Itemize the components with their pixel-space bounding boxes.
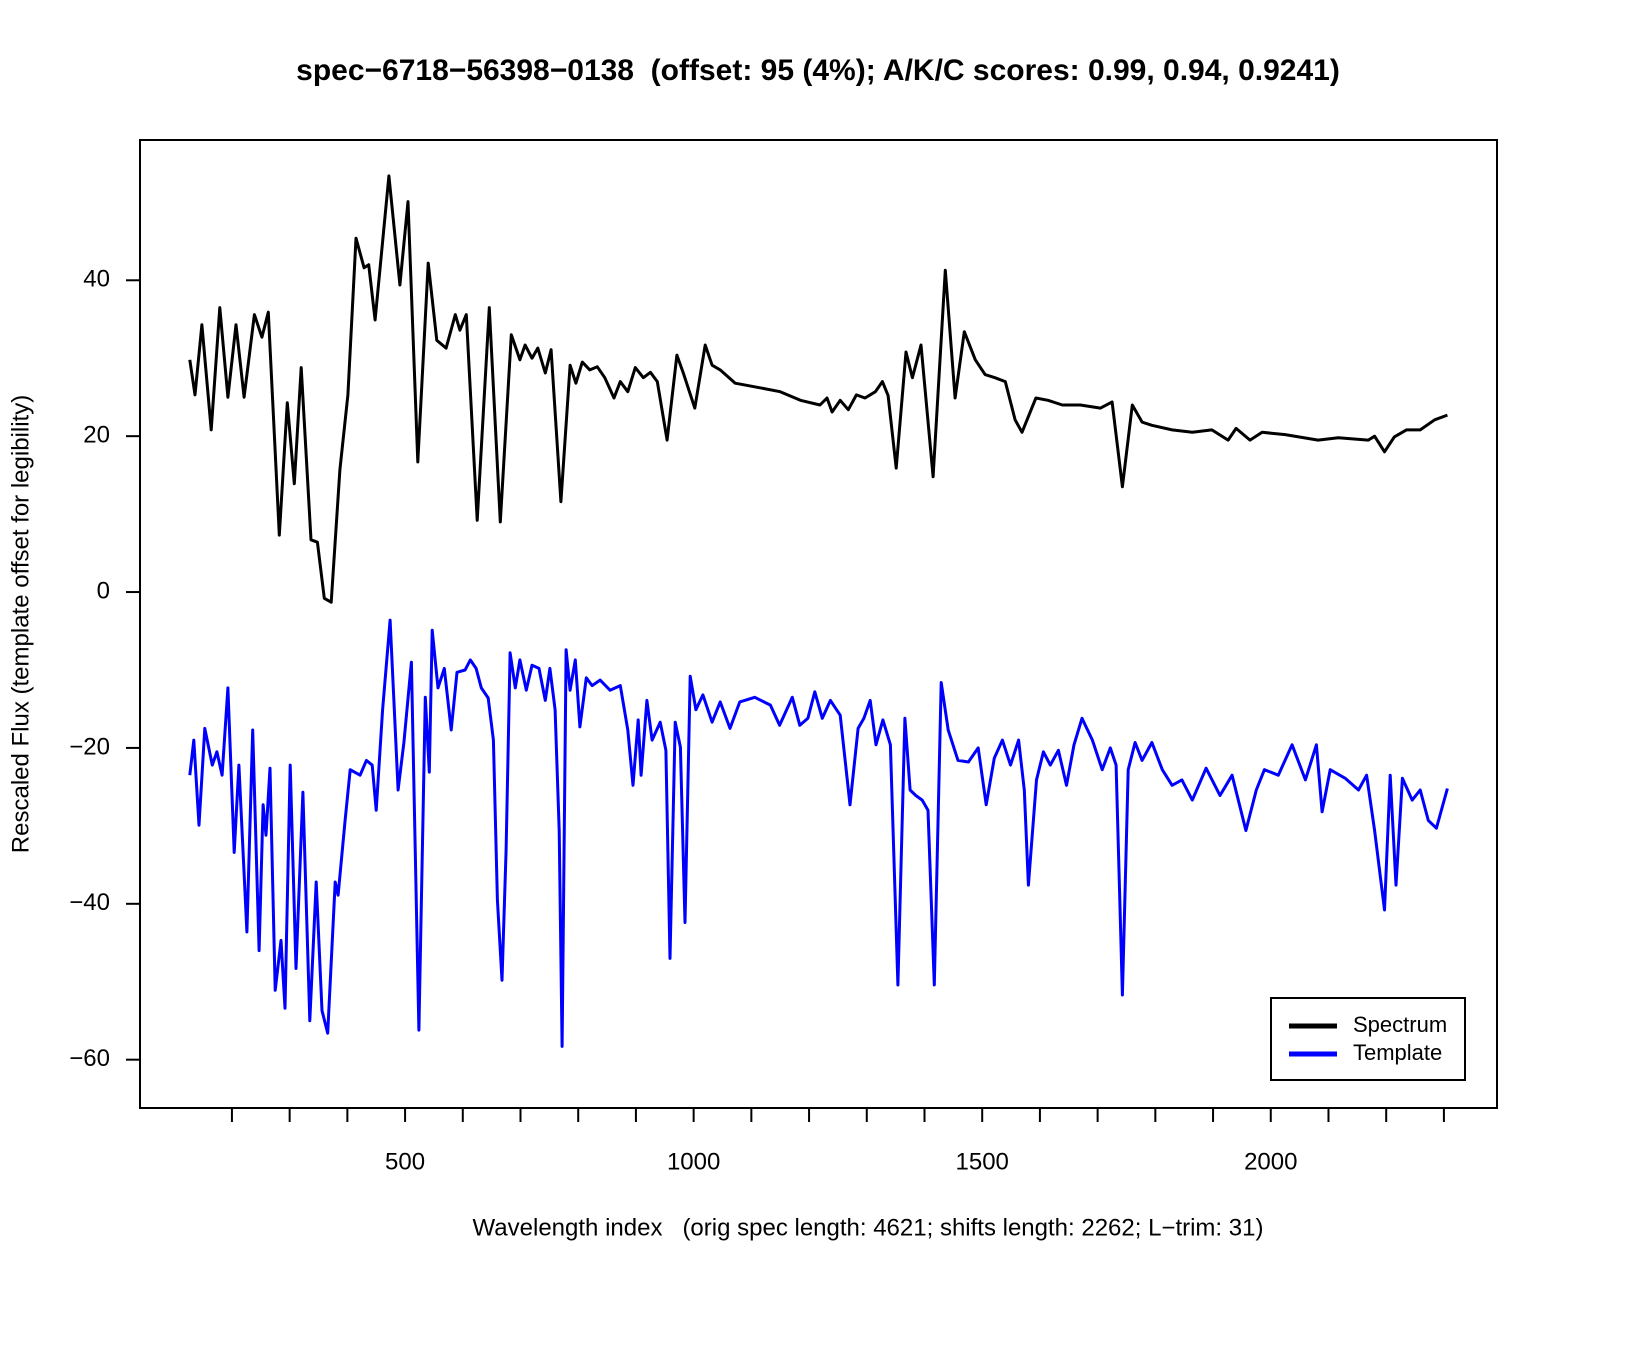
y-tick-label: −40	[69, 889, 110, 916]
x-tick-label: 1500	[956, 1148, 1009, 1175]
legend-label: Template	[1353, 1040, 1442, 1065]
y-axis-label: Rescaled Flux (template offset for legib…	[7, 395, 34, 853]
y-tick-label: 40	[83, 266, 110, 293]
x-axis-label: Wavelength index (orig spec length: 4621…	[473, 1214, 1264, 1241]
y-tick-label: 20	[83, 422, 110, 449]
y-tick-label: −20	[69, 733, 110, 760]
x-tick-label: 500	[385, 1148, 425, 1175]
x-tick-label: 1000	[667, 1148, 720, 1175]
legend-box	[1270, 997, 1466, 1081]
legend-label: Spectrum	[1353, 1012, 1447, 1037]
x-tick-label: 2000	[1244, 1148, 1297, 1175]
series-line	[188, 618, 1449, 1048]
series-line	[188, 174, 1448, 604]
y-tick-label: 0	[97, 577, 110, 604]
plot-frame	[139, 139, 1498, 1109]
chart-title: spec−6718−56398−0138 (offset: 95 (4%); A…	[296, 54, 1340, 87]
y-tick-label: −60	[69, 1045, 110, 1072]
